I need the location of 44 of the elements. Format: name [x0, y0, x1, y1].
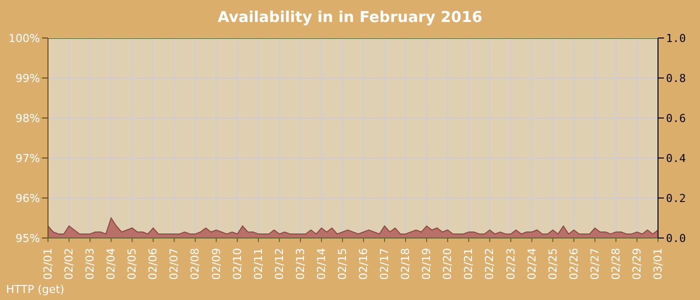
x-tick-label: 02/27	[588, 248, 602, 280]
y2-tick-label: 1.0	[666, 32, 686, 45]
x-tick-label: 02/04	[104, 248, 118, 280]
x-tick-label: 02/24	[525, 248, 538, 280]
x-tick-label: 02/26	[567, 248, 580, 280]
y2-tick-label: 0.6	[666, 112, 686, 125]
x-tick-label: 02/25	[546, 248, 560, 280]
x-tick-label: 02/05	[126, 248, 139, 280]
y-tick-label: 96%	[16, 192, 40, 205]
x-tick-label: 02/21	[462, 248, 476, 280]
x-tick-label: 02/13	[294, 248, 307, 280]
y-tick-label: 97%	[16, 152, 40, 165]
x-tick-label: 02/08	[188, 248, 202, 280]
x-tick-label: 02/22	[483, 248, 496, 280]
y2-tick-label: 0.8	[666, 72, 686, 85]
x-tick-label: 02/07	[168, 248, 181, 280]
x-tick-label: 03/01	[652, 248, 664, 280]
x-tick-label: 02/17	[378, 248, 392, 280]
y2-tick-label: 0.2	[666, 192, 686, 205]
x-tick-label: 02/12	[272, 248, 286, 280]
x-tick-label: 02/10	[230, 248, 244, 280]
x-tick-label: 02/16	[357, 248, 370, 280]
x-tick-label: 02/01	[42, 248, 54, 280]
x-tick-label: 02/09	[210, 248, 223, 280]
chart-title: Availability in in February 2016	[216, 8, 484, 26]
y2-tick-label: 0.0	[666, 232, 686, 245]
y-tick-label: 95%	[16, 232, 40, 245]
x-tick-label: 02/20	[441, 248, 454, 280]
x-tick-label: 02/23	[504, 248, 518, 280]
x-tick-label: 02/06	[146, 248, 160, 280]
y-tick-label: 100%	[8, 32, 40, 45]
x-tick-label: 02/02	[62, 248, 76, 280]
y-tick-label: 98%	[16, 112, 40, 125]
x-tick-label: 02/19	[420, 248, 434, 280]
x-tick-label: 02/28	[609, 248, 622, 280]
x-tick-label: 02/14	[314, 248, 328, 280]
x-tick-label: 02/03	[84, 248, 97, 280]
y2-tick-label: 0.4	[666, 152, 686, 165]
x-tick-label: 02/29	[630, 248, 644, 280]
x-tick-label: 02/18	[399, 248, 412, 280]
text: HTTP (get)	[6, 283, 64, 296]
x-tick-label: 02/11	[252, 248, 265, 280]
y-tick-label: 99%	[16, 72, 40, 85]
x-tick-label: 02/15	[336, 248, 349, 280]
